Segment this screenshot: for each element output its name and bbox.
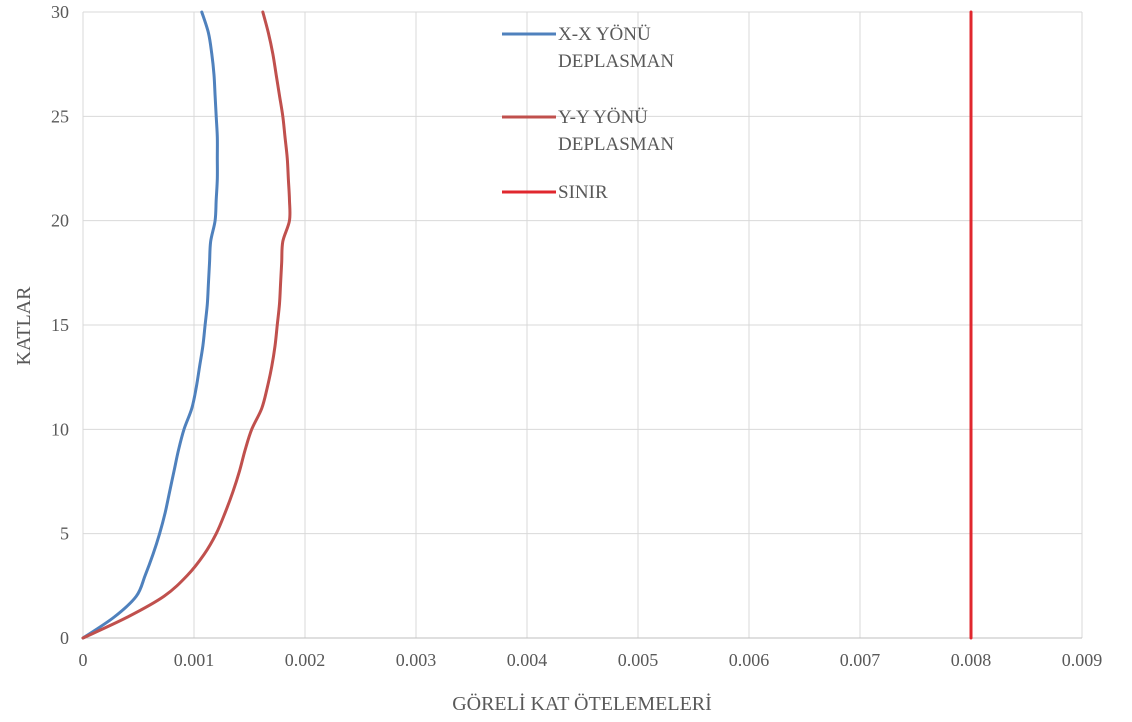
legend-label: SINIR	[558, 182, 608, 203]
x-tick-labels: 0 0.001 0.002 0.003 0.004 0.005 0.006 0.007 0.00…	[79, 650, 1103, 670]
legend-label: Y-Y YÖNÜ	[558, 107, 648, 128]
x-tick-label: 0.007	[840, 650, 881, 670]
x-tick-label: 0.005	[618, 650, 659, 670]
legend-label: X-X YÖNÜ	[558, 24, 651, 45]
axes	[82, 12, 1082, 639]
x-tick-label: 0	[79, 650, 88, 670]
x-axis-title: GÖRELİ KAT ÖTELEMELERİ	[452, 692, 712, 715]
y-tick-label: 5	[60, 524, 69, 544]
legend-item-sinir: SINIR	[502, 182, 608, 203]
series-line-y-y	[81, 10, 292, 640]
x-tick-label: 0.006	[729, 650, 770, 670]
x-tick-label: 0.009	[1062, 650, 1103, 670]
x-tick-label: 0.003	[396, 650, 437, 670]
y-tick-label: 0	[60, 628, 69, 648]
y-tick-label: 15	[51, 315, 69, 335]
y-tick-label: 25	[51, 106, 69, 126]
y-tick-label: 20	[51, 211, 69, 231]
legend: X-X YÖNÜ DEPLASMAN Y-Y YÖNÜ DEPLASMAN SINIR	[502, 24, 674, 203]
legend-label: DEPLASMAN	[558, 134, 674, 155]
legend-item-x-x: X-X YÖNÜ DEPLASMAN	[502, 24, 674, 72]
y-axis-title: KATLAR	[13, 286, 35, 366]
x-tick-label: 0.002	[285, 650, 326, 670]
legend-item-y-y: Y-Y YÖNÜ DEPLASMAN	[502, 107, 674, 155]
series-layer	[81, 10, 973, 640]
x-tick-label: 0.008	[951, 650, 992, 670]
grid	[83, 11, 1083, 638]
x-tick-label: 0.001	[174, 650, 215, 670]
x-tick-label: 0.004	[507, 650, 548, 670]
y-tick-labels: 0 5 10 15 20 25 30	[51, 2, 69, 648]
legend-label: DEPLASMAN	[558, 51, 674, 72]
y-tick-label: 10	[51, 419, 69, 439]
series-line-x-x	[81, 10, 219, 640]
y-tick-label: 30	[51, 2, 69, 22]
